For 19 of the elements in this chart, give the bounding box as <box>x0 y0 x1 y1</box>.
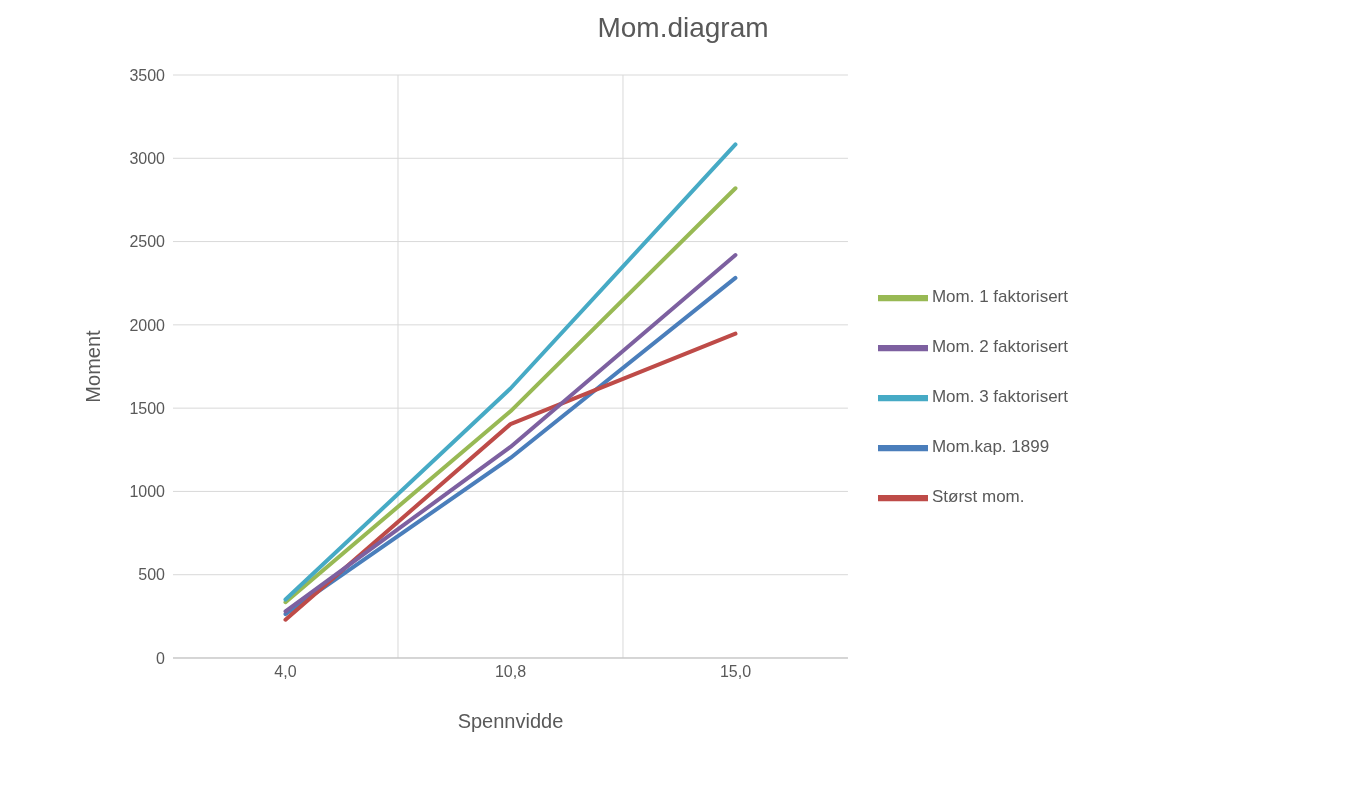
y-tick-label: 0 <box>156 649 166 667</box>
y-tick-label: 3000 <box>129 149 166 167</box>
legend-label: Mom. 2 faktorisert <box>931 337 1068 357</box>
legend-label: Størst mom. <box>931 487 1025 507</box>
legend-label: Mom. 3 faktorisert <box>931 387 1068 407</box>
y-tick-label: 2000 <box>129 316 166 334</box>
legend-label: Mom.kap. 1899 <box>931 437 1050 457</box>
x-tick-label: 15,0 <box>719 663 752 681</box>
y-tick-label: 3500 <box>129 66 166 84</box>
x-tick-label: 10,8 <box>494 663 527 681</box>
y-tick-label: 500 <box>138 566 166 584</box>
legend-label: Mom. 1 faktorisert <box>931 287 1068 307</box>
x-tick-label: 4,0 <box>274 663 297 681</box>
chart-title: Mom.diagram <box>596 12 770 44</box>
y-axis-title: Moment <box>82 329 105 403</box>
y-tick-label: 1000 <box>129 483 166 501</box>
y-tick-label: 2500 <box>129 233 166 251</box>
x-axis-title: Spennvidde <box>457 710 564 732</box>
y-tick-label: 1500 <box>129 399 166 417</box>
